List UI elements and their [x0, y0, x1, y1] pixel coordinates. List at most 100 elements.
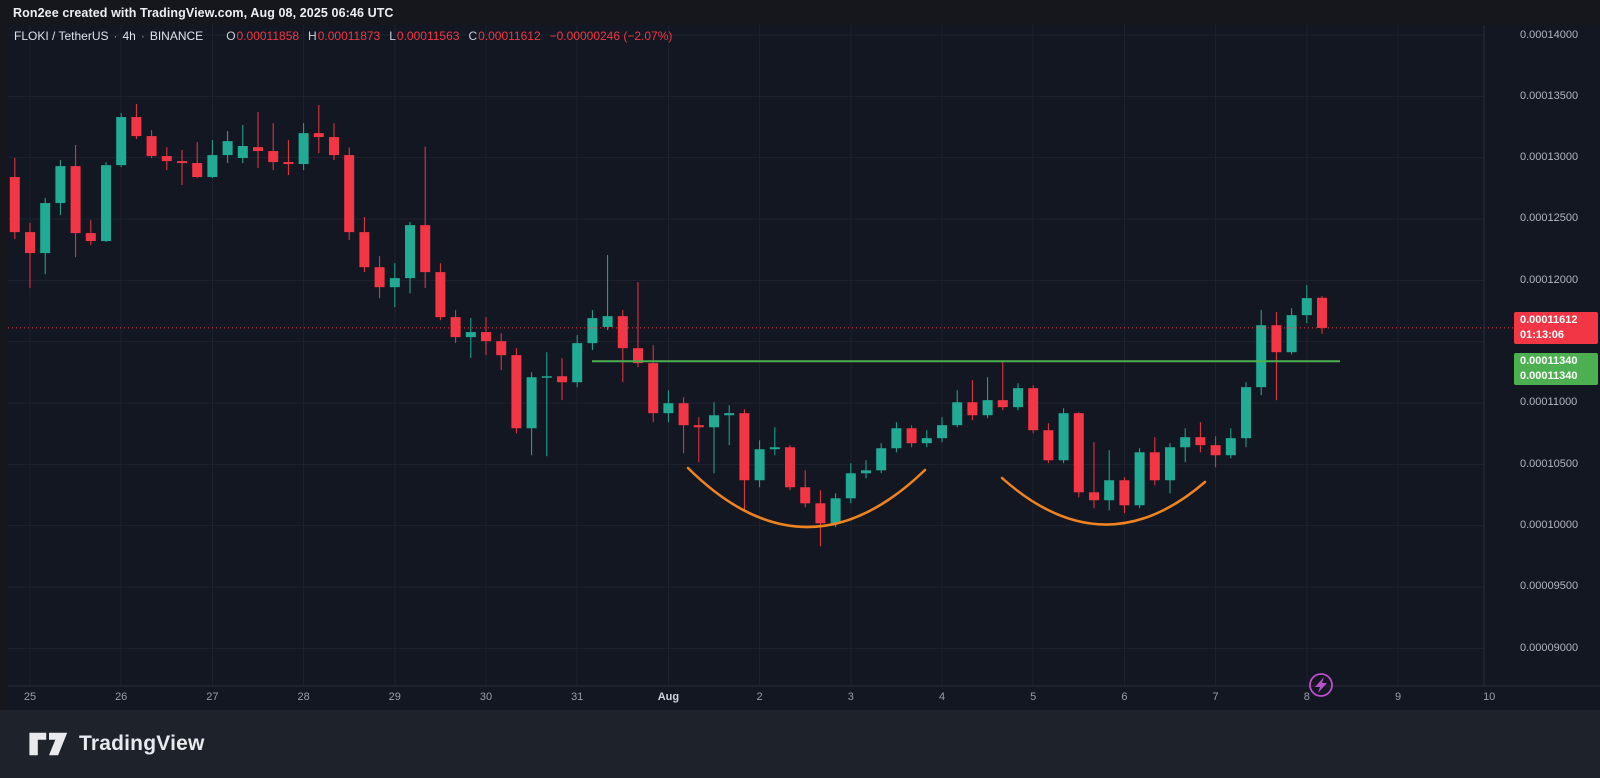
candle[interactable] — [313, 105, 324, 154]
candle[interactable] — [1013, 383, 1023, 411]
candle-body — [709, 415, 719, 428]
candle[interactable] — [876, 443, 887, 474]
tradingview-logo[interactable]: TradingView — [28, 729, 205, 759]
candle[interactable] — [754, 440, 765, 488]
candle[interactable] — [1134, 448, 1145, 509]
candle[interactable] — [222, 131, 233, 164]
candle[interactable] — [526, 372, 537, 456]
candle[interactable] — [693, 417, 704, 463]
interval-label[interactable]: 4h — [122, 29, 136, 43]
candle[interactable] — [329, 123, 339, 161]
candle[interactable] — [131, 104, 142, 140]
candle[interactable] — [557, 358, 567, 401]
candle[interactable] — [861, 460, 871, 479]
candle[interactable] — [207, 140, 218, 179]
candlestick-chart[interactable] — [8, 25, 1600, 710]
candle[interactable] — [830, 493, 841, 528]
candle[interactable] — [1043, 423, 1054, 464]
candle[interactable] — [70, 145, 81, 258]
candle[interactable] — [602, 255, 613, 331]
candle[interactable] — [815, 490, 826, 547]
candle[interactable] — [952, 390, 963, 428]
candle[interactable] — [268, 123, 279, 171]
candle[interactable] — [161, 147, 172, 171]
candle[interactable] — [1301, 285, 1312, 324]
candle[interactable] — [982, 377, 993, 419]
candle[interactable] — [769, 427, 780, 456]
candle[interactable] — [1089, 442, 1099, 509]
candle[interactable] — [359, 217, 370, 273]
candle[interactable] — [587, 310, 598, 351]
candle[interactable] — [785, 445, 795, 491]
candle[interactable] — [85, 220, 96, 246]
candle[interactable] — [906, 425, 917, 448]
candle[interactable] — [298, 123, 309, 171]
candle[interactable] — [511, 348, 522, 434]
candle[interactable] — [1195, 422, 1206, 453]
candlestick-series[interactable] — [9, 104, 1327, 547]
candle[interactable] — [405, 222, 415, 294]
candle[interactable] — [1256, 310, 1267, 396]
candle[interactable] — [891, 422, 902, 453]
candle[interactable] — [1119, 477, 1130, 514]
candle[interactable] — [9, 158, 20, 240]
candle[interactable] — [633, 282, 643, 368]
candle[interactable] — [192, 142, 203, 179]
candle[interactable] — [374, 256, 385, 299]
exchange-label[interactable]: BINANCE — [149, 29, 204, 43]
candle[interactable] — [435, 263, 446, 321]
candle[interactable] — [648, 345, 659, 423]
candle[interactable] — [937, 417, 947, 443]
symbol-title[interactable]: FLOKI / TetherUS — [14, 29, 109, 43]
candle[interactable] — [25, 223, 35, 289]
candle[interactable] — [739, 409, 750, 511]
candle[interactable] — [800, 470, 811, 508]
candle-body — [253, 147, 263, 152]
candle[interactable] — [481, 317, 491, 356]
candle[interactable] — [101, 162, 111, 243]
arc-drawing[interactable] — [1000, 476, 1207, 526]
candle[interactable] — [496, 333, 507, 371]
candle[interactable] — [1241, 382, 1251, 448]
candle[interactable] — [1073, 412, 1084, 498]
candle[interactable] — [40, 198, 51, 275]
lightning-marker-icon[interactable] — [1309, 673, 1333, 697]
candle[interactable] — [1104, 450, 1115, 511]
candle[interactable] — [1271, 312, 1282, 401]
candle[interactable] — [572, 335, 583, 388]
candle[interactable] — [1317, 295, 1327, 334]
candle[interactable] — [450, 310, 461, 344]
candle[interactable] — [1149, 437, 1160, 486]
candle[interactable] — [1180, 428, 1191, 463]
candle[interactable] — [146, 130, 157, 159]
candle[interactable] — [921, 430, 932, 448]
candle[interactable] — [237, 125, 248, 164]
candle[interactable] — [678, 397, 689, 454]
candle[interactable] — [1225, 428, 1236, 459]
candle[interactable] — [663, 390, 674, 423]
candle[interactable] — [967, 380, 978, 421]
candle-body — [344, 155, 355, 233]
candle[interactable] — [724, 405, 735, 446]
candle[interactable] — [617, 310, 628, 383]
candle[interactable] — [845, 463, 856, 504]
candle-body — [298, 133, 309, 165]
candle[interactable] — [541, 352, 552, 457]
candle[interactable] — [1028, 385, 1039, 434]
candle[interactable] — [177, 150, 187, 186]
candle[interactable] — [1165, 443, 1175, 494]
candle[interactable] — [55, 160, 66, 216]
candle[interactable] — [997, 362, 1008, 411]
candle[interactable] — [1286, 308, 1297, 355]
candle[interactable] — [283, 140, 294, 176]
candle[interactable] — [420, 146, 431, 289]
candle[interactable] — [709, 402, 719, 474]
candle[interactable] — [344, 147, 355, 241]
candle[interactable] — [1058, 408, 1069, 464]
candle[interactable] — [1210, 436, 1221, 468]
candle[interactable] — [116, 113, 127, 168]
candle[interactable] — [389, 263, 400, 308]
candle[interactable] — [465, 318, 476, 359]
arc-drawing[interactable] — [686, 466, 927, 529]
candle[interactable] — [253, 112, 263, 169]
